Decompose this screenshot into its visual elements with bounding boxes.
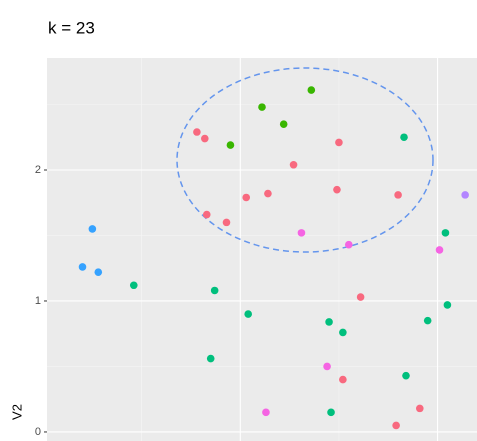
point bbox=[244, 310, 252, 318]
point bbox=[339, 328, 347, 337]
point bbox=[335, 138, 343, 147]
cluster-ellipse bbox=[176, 67, 434, 253]
point bbox=[202, 210, 211, 219]
point bbox=[415, 404, 424, 413]
grid bbox=[47, 58, 477, 441]
point bbox=[323, 362, 331, 371]
point bbox=[206, 354, 215, 363]
point bbox=[356, 293, 365, 301]
y-axis-label: V2 bbox=[9, 404, 24, 420]
point bbox=[435, 246, 444, 254]
point bbox=[210, 286, 219, 295]
point bbox=[193, 128, 201, 136]
point bbox=[222, 218, 231, 227]
point bbox=[264, 189, 272, 198]
point bbox=[423, 316, 432, 325]
point bbox=[325, 318, 333, 326]
chart-title: k = 23 bbox=[48, 18, 95, 37]
point bbox=[441, 229, 450, 237]
point bbox=[88, 225, 97, 233]
point bbox=[78, 263, 87, 271]
point bbox=[242, 193, 251, 202]
point bbox=[402, 371, 410, 380]
y-tick-label: 0 bbox=[35, 426, 41, 438]
point bbox=[262, 408, 270, 417]
point bbox=[297, 229, 306, 237]
point bbox=[258, 103, 266, 111]
y-tick-label: 2 bbox=[35, 164, 41, 176]
point bbox=[394, 191, 402, 199]
point bbox=[339, 375, 347, 384]
point bbox=[200, 134, 209, 143]
point bbox=[344, 240, 353, 249]
panel bbox=[47, 58, 477, 441]
point bbox=[333, 185, 341, 194]
points bbox=[78, 86, 469, 430]
point bbox=[461, 191, 469, 199]
point bbox=[129, 281, 138, 290]
point bbox=[226, 141, 235, 149]
point bbox=[289, 160, 298, 169]
point bbox=[443, 301, 452, 309]
point bbox=[94, 268, 103, 276]
point bbox=[327, 408, 335, 417]
point bbox=[400, 133, 408, 142]
y-tick-label: 1 bbox=[35, 295, 41, 307]
point bbox=[279, 120, 288, 128]
point bbox=[307, 86, 316, 94]
point bbox=[392, 421, 400, 430]
